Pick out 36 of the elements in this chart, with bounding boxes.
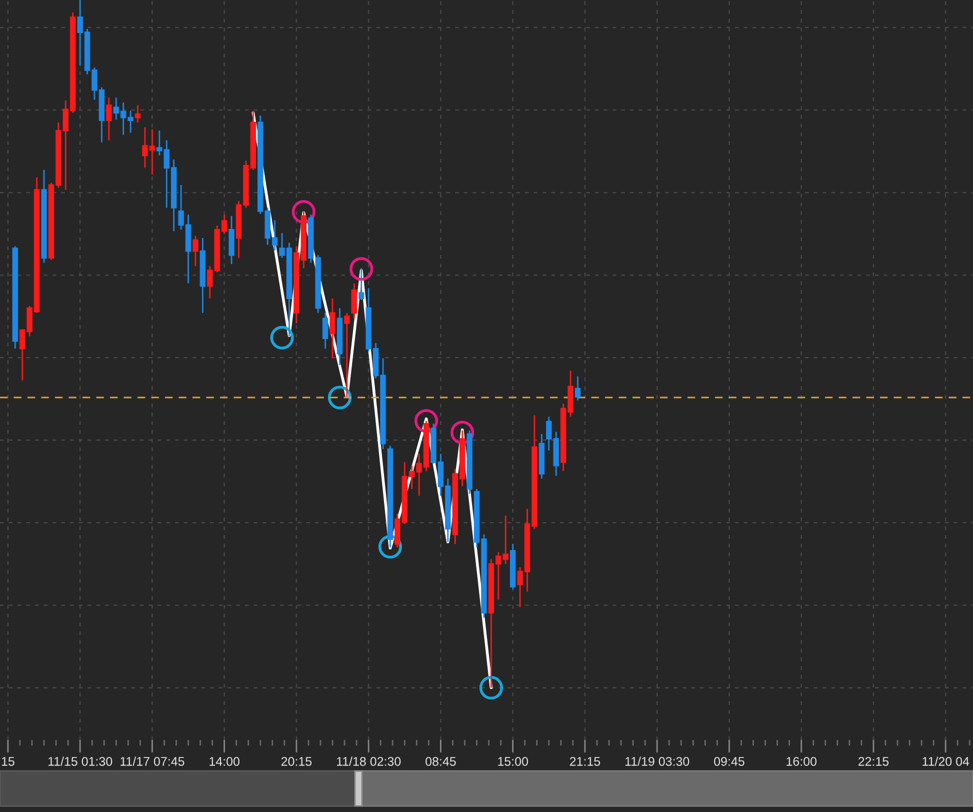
candlestick: [466, 430, 472, 494]
candlestick: [12, 246, 18, 350]
x-tick-label: 11/15 01:30: [48, 756, 112, 766]
x-tick-label: 14:00: [210, 756, 240, 766]
candlestick: [336, 307, 343, 366]
point: [328, 386, 352, 410]
candlestick: [574, 375, 581, 401]
x-tick-label: 08:45: [426, 756, 456, 766]
candlestick: [200, 237, 206, 314]
x-tick-label: 15: [2, 757, 14, 766]
x-tick-label: 11/20 04: [922, 756, 970, 766]
point: [350, 257, 374, 281]
candlestick: [228, 215, 234, 265]
candlestick: [351, 282, 358, 320]
candlestick: [330, 298, 336, 360]
x-tick-label: 15:00: [498, 756, 528, 766]
candlestick: [41, 169, 47, 264]
x-tick-label: 16:00: [786, 756, 816, 766]
x-tick-label: 22:15: [858, 756, 889, 766]
x-tick-label: 09:45: [714, 756, 744, 766]
x-tick-label: 20:15: [281, 756, 312, 766]
x-tick-label: 11/19 03:30: [625, 756, 690, 766]
x-tick-label: 11/17 07:45: [120, 756, 184, 766]
candlestick: [322, 312, 328, 350]
point: [270, 326, 294, 350]
candlestick: [106, 96, 112, 141]
candlestick: [344, 312, 350, 398]
point: [479, 676, 503, 700]
candlestick: [134, 104, 141, 124]
candlestick: [510, 543, 516, 590]
candlestick: [538, 433, 545, 480]
x-tick-label: 21:15: [570, 756, 600, 766]
x-tick-label: 11/18 02:30: [336, 756, 401, 766]
candlestick: [192, 235, 198, 267]
candlestick: [358, 268, 364, 301]
candlestick: [387, 444, 394, 548]
